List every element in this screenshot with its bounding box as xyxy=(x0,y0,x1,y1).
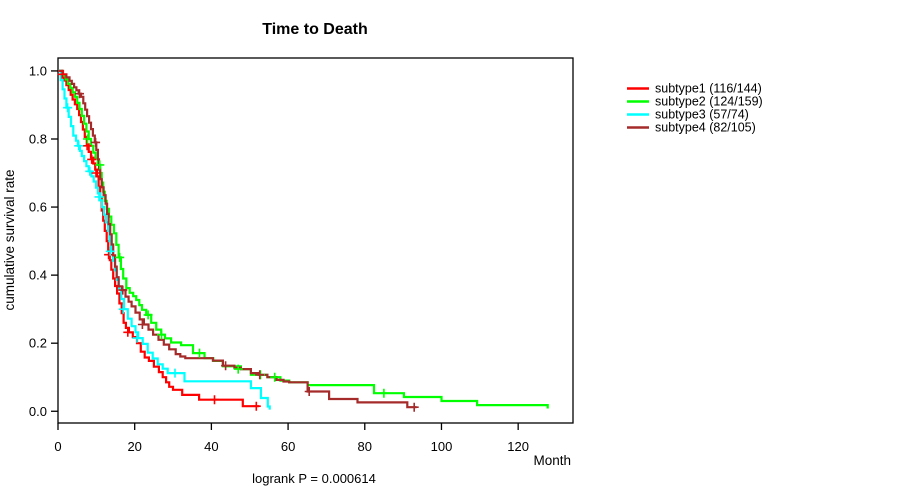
y-tick-label: 0.4 xyxy=(29,268,47,283)
censor-mark-subtype4 xyxy=(75,89,84,99)
x-tick-label: 80 xyxy=(358,439,372,454)
y-axis-title: cumulative survival rate xyxy=(2,169,17,310)
censor-mark-subtype4 xyxy=(137,320,147,329)
censor-mark-subtype2 xyxy=(143,310,153,320)
censor-mark-subtype3 xyxy=(94,192,104,202)
censor-mark-subtype3 xyxy=(63,103,73,113)
censor-mark-subtype4 xyxy=(304,387,314,396)
censor-mark-subtype4 xyxy=(255,370,265,380)
censor-mark-subtype4 xyxy=(118,285,128,295)
censor-mark-subtype3 xyxy=(170,368,180,378)
censor-mark-subtype3 xyxy=(105,246,115,256)
y-tick-label: 0.0 xyxy=(29,404,47,419)
censor-mark-subtype4 xyxy=(91,137,101,147)
censor-mark-subtype4 xyxy=(409,402,419,412)
x-tick-label: 100 xyxy=(431,439,453,454)
survival-curve-subtype4 xyxy=(58,69,417,409)
censor-mark-subtype2 xyxy=(115,252,125,262)
y-axis-ticks: 0.0 0.2 0.4 0.6 0.8 1.0 xyxy=(29,63,58,419)
x-tick-label: 40 xyxy=(204,439,218,454)
plot-box xyxy=(57,57,574,424)
survival-curve-subtype2 xyxy=(58,69,549,409)
legend-label-subtype4: subtype4 (82/105) xyxy=(655,121,756,135)
censor-mark-subtype2 xyxy=(157,330,166,340)
censor-mark-subtype4 xyxy=(221,361,231,371)
y-tick-label: 0.8 xyxy=(29,131,47,146)
censor-mark-subtype3 xyxy=(118,304,128,314)
y-tick-label: 1.0 xyxy=(29,63,47,78)
survival-curve-subtype1 xyxy=(58,69,260,408)
x-axis-title: Month xyxy=(533,453,571,468)
x-axis-ticks: 0 20 40 60 80 100 120 xyxy=(54,423,529,454)
legend-label-subtype3: subtype3 (57/74) xyxy=(655,108,749,122)
censor-mark-subtype2 xyxy=(83,134,92,144)
censor-mark-subtype2 xyxy=(379,388,389,398)
censor-mark-subtype3 xyxy=(85,166,95,176)
logrank-p-footnote: logrank P = 0.000614 xyxy=(252,471,376,486)
censor-mark-subtype1 xyxy=(210,395,219,405)
x-tick-label: 60 xyxy=(281,439,295,454)
censor-mark-subtype1 xyxy=(123,327,133,337)
survival-curve-subtype3 xyxy=(58,69,271,410)
survival-curves xyxy=(58,69,549,410)
censor-mark-subtype1 xyxy=(57,69,67,79)
legend-label-subtype1: subtype1 (116/144) xyxy=(655,82,762,96)
x-tick-label: 20 xyxy=(127,439,141,454)
censor-mark-subtype2 xyxy=(195,348,204,358)
censor-mark-subtype2 xyxy=(95,160,105,170)
x-tick-label: 120 xyxy=(507,439,529,454)
censor-mark-subtype3 xyxy=(74,141,84,151)
censor-mark-subtype1 xyxy=(91,168,101,178)
censor-marks xyxy=(57,69,419,412)
censor-mark-subtype3 xyxy=(132,333,142,343)
y-tick-label: 0.6 xyxy=(29,200,47,215)
censor-mark-subtype2 xyxy=(270,372,280,382)
legend: subtype1 (116/144)subtype2 (124/159)subt… xyxy=(627,82,763,135)
chart-title: Time to Death xyxy=(262,21,368,38)
censor-mark-subtype1 xyxy=(87,154,97,164)
y-tick-label: 0.2 xyxy=(29,336,47,351)
legend-label-subtype2: subtype2 (124/159) xyxy=(655,95,763,109)
x-tick-label: 0 xyxy=(54,439,61,454)
censor-mark-subtype2 xyxy=(233,364,243,374)
censor-mark-subtype1 xyxy=(251,401,261,411)
